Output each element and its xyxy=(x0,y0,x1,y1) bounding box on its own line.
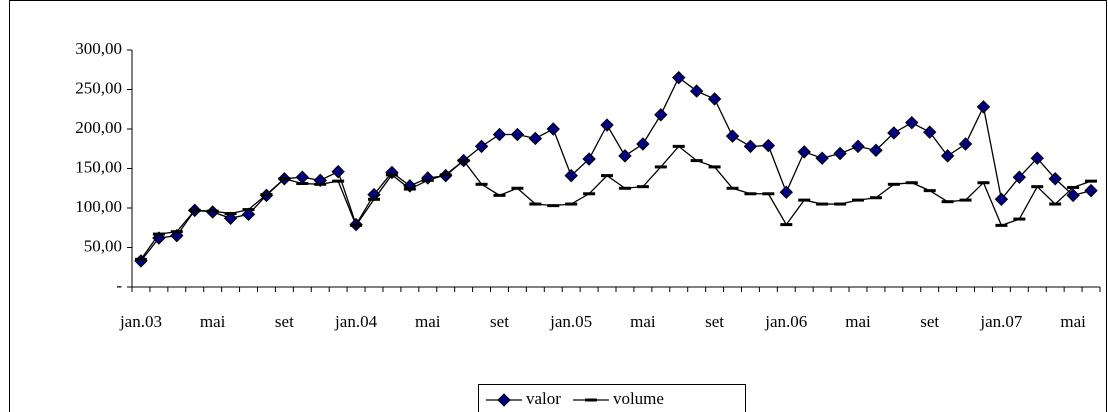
marker-diamond xyxy=(779,185,794,199)
marker-diamond xyxy=(743,139,758,154)
marker-diamond xyxy=(654,108,668,122)
marker-diamond xyxy=(797,145,811,159)
marker-diamond xyxy=(582,152,596,166)
marker-diamond xyxy=(1084,183,1098,198)
marker-diamond xyxy=(1030,151,1044,165)
marker-diamond xyxy=(1066,188,1080,203)
x-tick-label: set xyxy=(490,312,509,331)
marker-diamond xyxy=(564,168,578,183)
y-tick-label: 300,00 xyxy=(75,39,122,58)
marker-diamond xyxy=(833,146,847,161)
marker-diamond xyxy=(1012,170,1027,184)
marker-diamond xyxy=(474,139,489,154)
marker-diamond xyxy=(618,149,632,163)
marker-diamond xyxy=(223,211,238,225)
y-tick-label: 150,00 xyxy=(75,157,122,176)
marker-diamond xyxy=(815,151,829,165)
x-tick-label: mai xyxy=(1060,312,1086,331)
marker-diamond xyxy=(528,131,543,146)
x-tick-label: mai xyxy=(845,312,871,331)
series xyxy=(134,144,1098,261)
marker-diamond xyxy=(241,207,256,222)
marker-diamond xyxy=(1048,172,1062,186)
marker-diamond xyxy=(761,138,776,153)
marker-diamond xyxy=(725,129,740,143)
marker-diamond xyxy=(851,139,865,154)
x-tick-label: mai xyxy=(415,312,441,331)
x-tick-label: jan.06 xyxy=(764,312,807,331)
y-tick-label: 50,00 xyxy=(84,236,122,255)
x-tick-label: mai xyxy=(200,312,226,331)
y-tick-label: 100,00 xyxy=(75,197,122,216)
legend-box xyxy=(478,384,746,412)
marker-diamond xyxy=(497,393,511,407)
marker-diamond xyxy=(492,127,507,142)
x-tick-label: jan.05 xyxy=(549,312,592,331)
x-tick-label: jan.04 xyxy=(334,312,378,331)
marker-diamond xyxy=(922,125,937,139)
y-tick-label: 200,00 xyxy=(75,118,122,137)
x-tick-label: set xyxy=(705,312,724,331)
marker-diamond xyxy=(869,143,883,158)
marker-diamond xyxy=(510,127,525,142)
marker-diamond xyxy=(636,137,650,151)
x-tick-label: jan.07 xyxy=(979,312,1023,331)
marker-diamond xyxy=(672,70,686,85)
y-tick-label: - xyxy=(116,276,122,295)
x-tick-label: mai xyxy=(630,312,656,331)
marker-diamond xyxy=(689,84,704,98)
marker-diamond xyxy=(940,149,955,163)
marker-diamond xyxy=(976,100,991,114)
marker-diamond xyxy=(331,164,345,179)
marker-diamond xyxy=(958,137,973,151)
marker-diamond xyxy=(600,118,614,132)
y-tick-label: 250,00 xyxy=(75,78,122,97)
legend-label: volume xyxy=(613,389,664,408)
marker-diamond xyxy=(994,192,1009,207)
marker-diamond xyxy=(707,92,722,106)
marker-diamond xyxy=(905,115,919,130)
x-tick-label: set xyxy=(920,312,939,331)
legend: valor volume xyxy=(478,384,746,412)
x-tick-label: set xyxy=(275,312,294,331)
legend-label: valor xyxy=(526,389,561,408)
marker-diamond xyxy=(887,126,901,140)
x-tick-label: jan.03 xyxy=(119,312,162,331)
marker-diamond xyxy=(546,122,560,136)
